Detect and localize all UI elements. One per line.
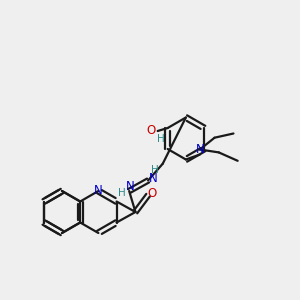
Text: N: N <box>94 184 103 197</box>
Text: N: N <box>126 179 134 193</box>
Text: O: O <box>146 124 155 137</box>
Text: H: H <box>151 165 159 175</box>
Text: N: N <box>149 172 158 185</box>
Text: O: O <box>147 187 157 200</box>
Text: H: H <box>118 188 126 198</box>
Text: H: H <box>157 134 164 144</box>
Text: N: N <box>196 143 204 156</box>
